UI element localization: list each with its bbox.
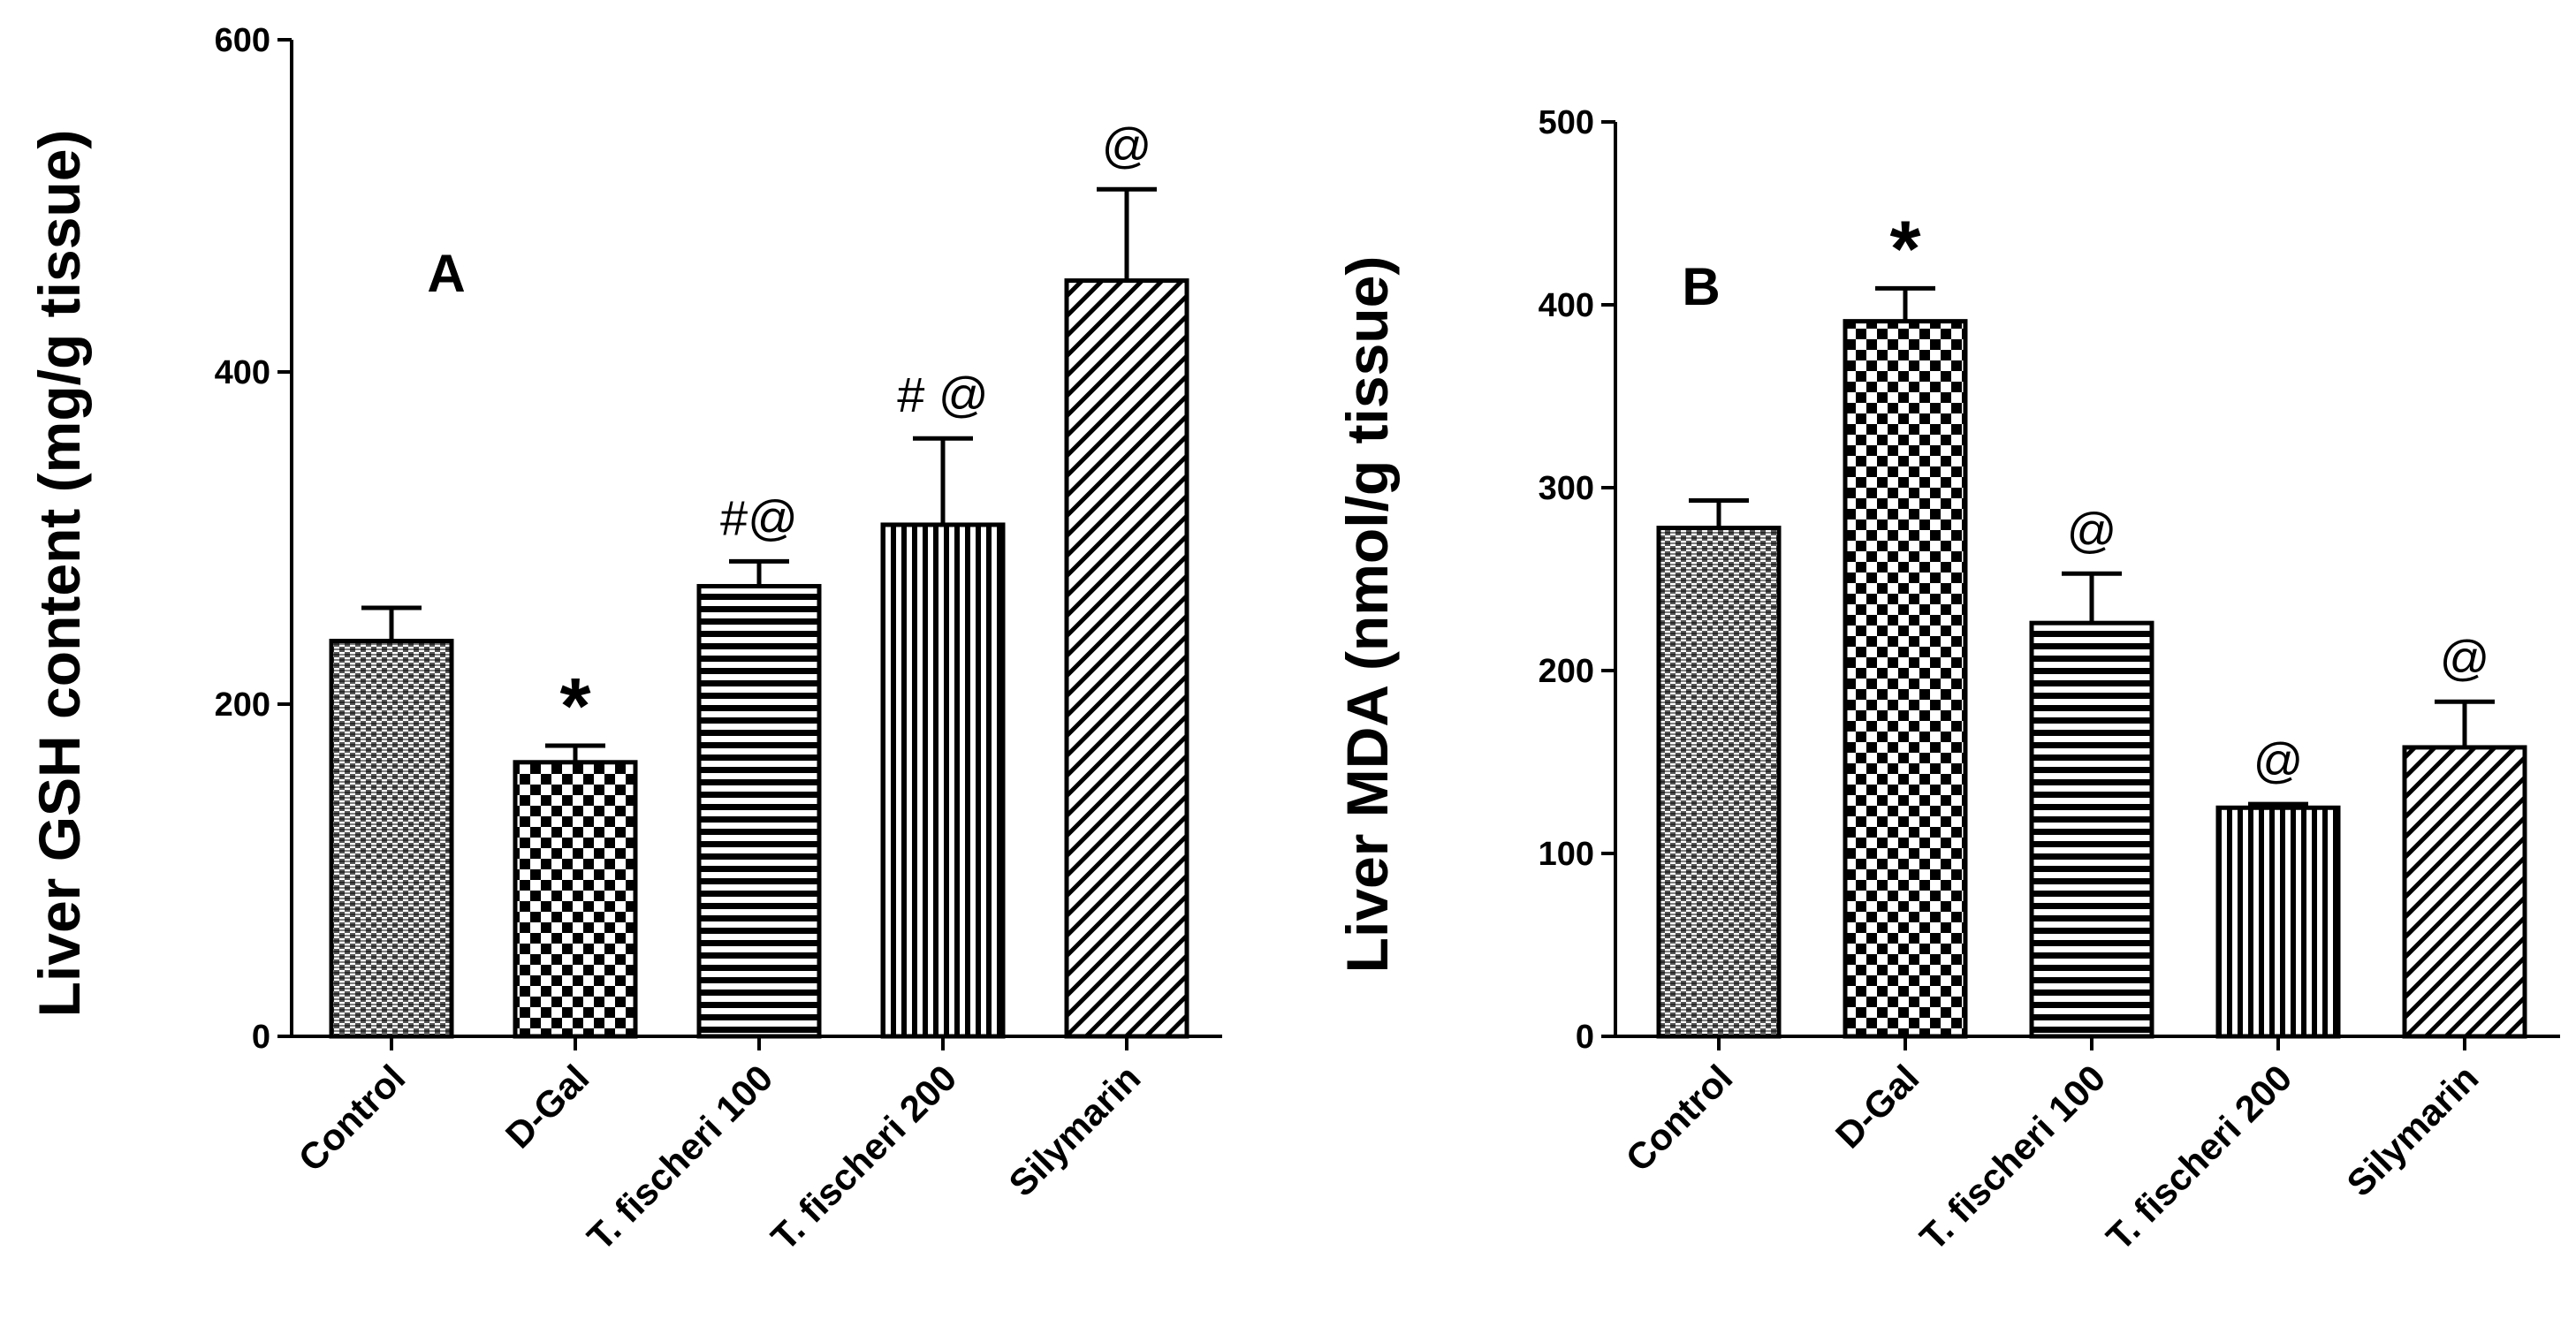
significance-annotation: @ [1102,118,1152,173]
y-tick-label: 300 [1539,470,1594,507]
bar-d-gal [1843,319,1968,1039]
chart-panel-a: 0 200 400 600 Liver GSH content (mg/g tissue… [27,22,1222,1258]
x-category-label: T. fischeri 100 [579,1057,780,1258]
significance-annotation: @ [2253,732,2304,788]
y-tick-label: 400 [215,354,270,391]
bar-silymarin [2402,745,2527,1039]
bar-t-fischeri-100 [2029,620,2154,1039]
y-tick-label: 600 [215,22,270,59]
significance-annotation: # @ [897,367,989,422]
y-axis-title: Liver MDA (nmol/g tissue) [1334,256,1400,974]
x-category-label: Control [1618,1057,1741,1179]
significance-annotation: @ [2440,630,2490,686]
significance-annotation: * [1889,205,1920,293]
bar-t-fischeri-200 [880,522,1006,1039]
bar-control [329,639,454,1039]
bar-control [1656,526,1782,1039]
bar-t-fischeri-200 [2215,805,2341,1039]
x-category-label: T. fischeri 100 [1911,1057,2113,1258]
x-category-label: T. fischeri 200 [763,1057,964,1258]
bar-silymarin [1064,278,1189,1039]
y-tick-label: 200 [215,686,270,724]
x-category-label: Silymarin [2338,1057,2486,1204]
bar-t-fischeri-100 [696,584,822,1039]
x-category-label: D-Gal [498,1057,597,1156]
y-tick-label: 100 [1539,836,1594,873]
x-category-label: Silymarin [1000,1057,1148,1204]
y-tick-label: 200 [1539,653,1594,690]
panel-label: B [1682,257,1720,316]
y-tick-label: 0 [252,1019,270,1056]
y-tick-label: 400 [1539,287,1594,324]
y-tick-label: 500 [1539,104,1594,141]
panel-label: A [427,244,465,303]
significance-annotation: @ [2067,502,2117,557]
chart-panel-b: 0 100 200 300 400 500 Liver MDA (nmol/g tissue… [1334,104,2560,1258]
y-tick-label: 0 [1576,1019,1594,1056]
bar-d-gal [513,760,638,1039]
x-category-label: D-Gal [1828,1057,1926,1156]
significance-annotation: #@ [720,489,798,545]
y-axis-title: Liver GSH content (mg/g tissue) [27,130,92,1018]
significance-annotation: * [559,663,590,751]
x-category-label: T. fischeri 200 [2098,1057,2299,1258]
x-category-label: Control [291,1057,414,1179]
